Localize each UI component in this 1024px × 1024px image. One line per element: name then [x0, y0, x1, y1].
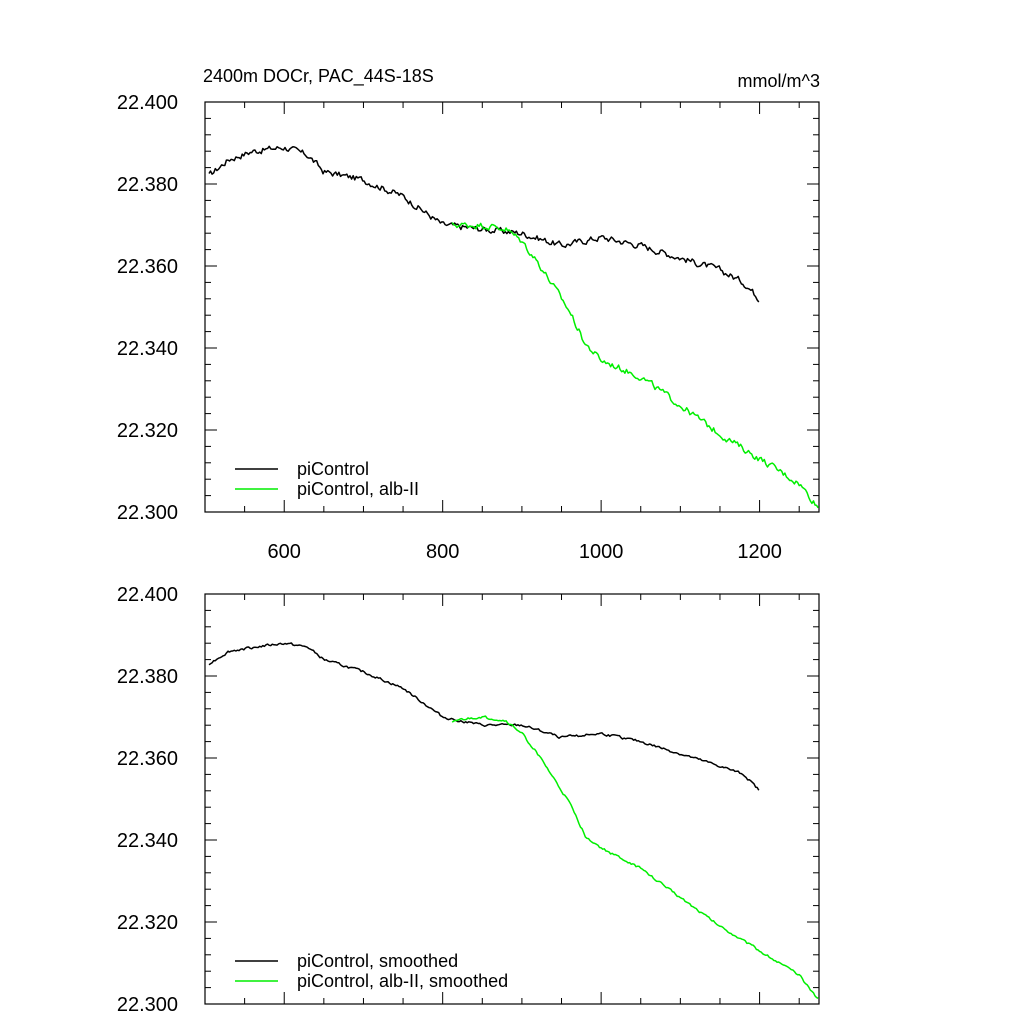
legend: piControl, smoothed piControl, alb-II, s… [235, 951, 508, 991]
legend-label-picontrol-alb-ii-smoothed: piControl, alb-II, smoothed [297, 971, 508, 991]
top-panel: 2400m DOCr, PAC_44S-18S mmol/m^3 22.300 … [117, 66, 820, 563]
tick-marks [204, 593, 819, 1005]
legend: piControl piControl, alb-II [235, 459, 419, 499]
y-axis-labels: 22.300 22.320 22.340 22.360 22.380 22.40… [117, 92, 178, 524]
legend-label-picontrol-alb-ii: piControl, alb-II [297, 479, 419, 499]
x-axis-labels: 600 800 1000 1200 [268, 541, 782, 563]
bottom-panel: 22.300 22.320 22.340 22.360 22.380 22.40… [117, 584, 820, 1016]
y-axis-labels: 22.300 22.320 22.340 22.360 22.380 22.40… [117, 584, 178, 1016]
y-tick-label: 22.300 [117, 994, 178, 1016]
series-lines [208, 642, 819, 999]
title-left: 2400m DOCr, PAC_44S-18S [203, 66, 434, 87]
y-tick-label: 22.380 [117, 666, 178, 688]
series-line-picontrol [208, 145, 760, 303]
plot-frame [204, 101, 820, 513]
series-line-picontrol-alb-ii-smoothed [451, 715, 819, 999]
tick-marks [204, 101, 819, 513]
plot-frame [204, 593, 820, 1005]
legend-label-picontrol: piControl [297, 459, 369, 479]
y-tick-label: 22.300 [117, 502, 178, 524]
y-tick-label: 22.400 [117, 92, 178, 114]
y-tick-label: 22.360 [117, 748, 178, 770]
title-right-units: mmol/m^3 [738, 71, 820, 91]
series-lines [208, 145, 819, 509]
y-tick-label: 22.360 [117, 256, 178, 278]
y-tick-label: 22.340 [117, 830, 178, 852]
x-tick-label: 1000 [579, 541, 624, 563]
x-tick-label: 600 [268, 541, 301, 563]
y-tick-label: 22.400 [117, 584, 178, 606]
x-tick-label: 1200 [737, 541, 782, 563]
y-tick-label: 22.340 [117, 338, 178, 360]
series-line-picontrol-alb-ii [451, 222, 819, 509]
series-line-picontrol-smoothed [208, 642, 760, 791]
legend-label-picontrol-smoothed: piControl, smoothed [297, 951, 458, 971]
y-tick-label: 22.320 [117, 420, 178, 442]
y-tick-label: 22.380 [117, 174, 178, 196]
y-tick-label: 22.320 [117, 912, 178, 934]
x-tick-label: 800 [426, 541, 459, 563]
